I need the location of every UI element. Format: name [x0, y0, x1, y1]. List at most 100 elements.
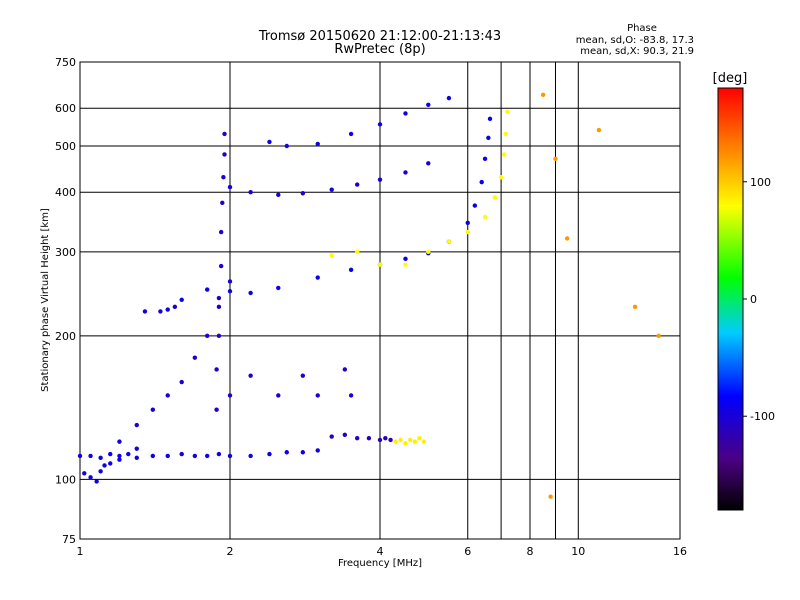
echo-point [540, 92, 546, 98]
x-tick-label-1: 2 [227, 545, 234, 558]
echo-point [165, 307, 170, 312]
echo-point [504, 109, 510, 114]
echo-point [487, 116, 493, 122]
echo-point [486, 135, 491, 141]
echo-point [354, 436, 360, 441]
x-axis-ticks: 1 2 4 6 8 10 16 [77, 545, 688, 558]
echo-point [348, 393, 354, 398]
x-tick-label-0: 1 [77, 545, 84, 558]
x-tick-label-2: 4 [377, 545, 384, 558]
y-tick-label-2: 200 [55, 330, 76, 343]
trace-5 [329, 109, 510, 267]
echo-point [300, 450, 306, 455]
echo-point [267, 451, 272, 457]
stats-header: Phase [627, 23, 657, 34]
echo-point [426, 161, 431, 166]
echo-point [377, 177, 383, 182]
colorbar-tick-label-1: 0 [750, 293, 757, 306]
echo-point [315, 275, 320, 280]
echo-point [117, 439, 122, 444]
echo-point [366, 436, 372, 441]
echo-point [248, 190, 253, 195]
echo-point [354, 182, 360, 187]
echo-point [267, 139, 272, 145]
echo-point [329, 187, 334, 192]
echo-point [134, 455, 139, 460]
echo-point [276, 285, 281, 291]
echo-point [134, 446, 139, 451]
x-axis-label: Frequency [MHz] [338, 558, 422, 569]
echo-point [214, 407, 219, 412]
echo-point [248, 453, 253, 459]
echo-point [179, 297, 184, 302]
echo-point [142, 309, 148, 314]
chart-subtitle: RwPretec (8p) [334, 42, 425, 57]
echo-point [216, 304, 222, 310]
echo-point [134, 422, 139, 428]
echo-point [498, 175, 504, 180]
echo-point [315, 141, 320, 147]
echo-point [426, 102, 431, 108]
echo-point [403, 262, 408, 267]
echo-point [204, 287, 210, 292]
echo-traces [77, 92, 661, 499]
echo-point [218, 263, 224, 269]
echo-point [596, 127, 602, 133]
echo-point [421, 439, 427, 444]
echo-point [408, 437, 413, 443]
echo-point [426, 249, 431, 255]
echo-point [388, 437, 393, 443]
echo-point [403, 441, 408, 446]
echo-point [222, 152, 227, 157]
echo-point [220, 200, 225, 206]
y-tick-label-4: 400 [55, 186, 76, 199]
echo-point [398, 437, 403, 443]
echo-point [192, 453, 198, 459]
echo-point [227, 289, 233, 294]
echo-point [276, 192, 281, 198]
echo-point [216, 451, 222, 457]
trace-0 [77, 448, 320, 460]
echo-point [553, 156, 558, 162]
colorbar-tick-label-0: 100 [750, 176, 771, 189]
echo-point [479, 179, 484, 185]
colorbar [717, 87, 744, 511]
echo-point [227, 279, 233, 284]
echo-point [88, 475, 93, 480]
trace-9 [117, 279, 233, 444]
echo-point [204, 453, 210, 459]
echo-point [204, 333, 210, 339]
echo-point [284, 143, 289, 149]
echo-point [564, 236, 570, 241]
echo-point [165, 453, 170, 459]
echo-point [503, 131, 508, 137]
trace-3 [393, 436, 427, 446]
echo-point [218, 229, 224, 235]
echo-point [150, 453, 156, 459]
echo-point [348, 131, 354, 137]
chart-title: Tromsø 20150620 21:12:00-21:13:43 [258, 29, 501, 44]
echo-point [315, 448, 320, 453]
echo-point [77, 453, 83, 459]
trace-12 [540, 92, 661, 499]
echo-point [117, 457, 122, 462]
echo-point [227, 184, 233, 190]
y-tick-label-6: 600 [55, 102, 76, 115]
trace-8 [214, 131, 227, 412]
echo-point [300, 373, 306, 378]
echo-point [342, 367, 348, 372]
y-tick-label-0: 75 [62, 533, 76, 546]
echo-point [102, 463, 107, 468]
echo-point [656, 333, 661, 339]
echo-point [88, 453, 93, 459]
y-tick-label-5: 500 [55, 140, 76, 153]
y-tick-label-3: 300 [55, 246, 76, 259]
y-tick-label-7: 750 [55, 56, 76, 69]
echo-point [214, 367, 219, 372]
echo-point [465, 229, 470, 235]
echo-point [248, 373, 253, 378]
colorbar-ticks: 100 0 -100 [743, 176, 775, 423]
grid-lines [80, 62, 680, 539]
x-tick-label-4: 8 [527, 545, 534, 558]
